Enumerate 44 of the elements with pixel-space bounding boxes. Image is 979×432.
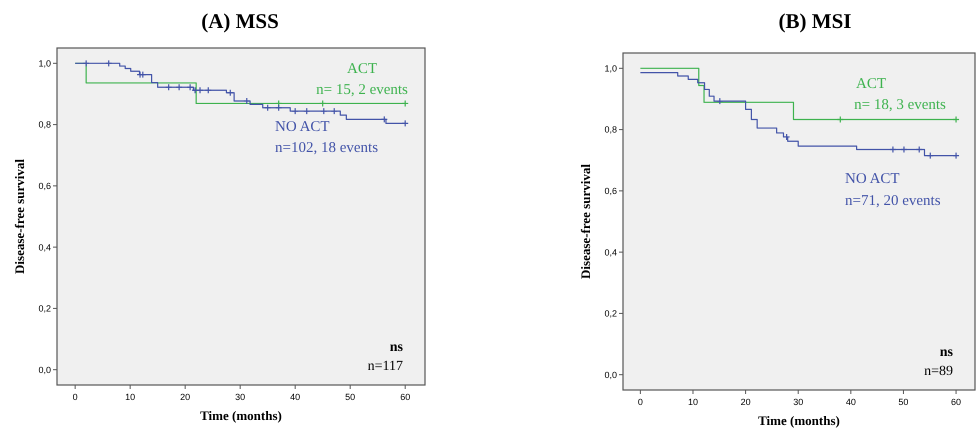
x-axis-title: Time (months): [758, 413, 840, 428]
chart-title: (A) MSS: [201, 9, 279, 33]
annotation: n= 18, 3 events: [854, 97, 946, 113]
x-tick-label: 20: [740, 397, 751, 407]
y-tick-label: 1,0: [604, 63, 617, 74]
x-tick-label: 40: [290, 392, 300, 402]
y-tick-label: 0,0: [604, 370, 617, 380]
series-label: ACT: [347, 61, 377, 77]
x-tick-label: 10: [688, 397, 698, 407]
series-label: NO ACT: [275, 119, 330, 135]
x-tick-label: 60: [951, 397, 962, 407]
x-tick-label: 30: [235, 392, 246, 402]
y-tick-label: 0,2: [604, 308, 617, 319]
annotation: n=102, 18 events: [275, 140, 378, 156]
x-tick-label: 30: [793, 397, 804, 407]
y-axis-title: Disease-free survival: [12, 158, 27, 274]
y-tick-label: 0,0: [38, 364, 51, 375]
y-tick-label: 0,6: [38, 181, 51, 192]
x-tick-label: 60: [400, 392, 410, 402]
series-label: NO ACT: [845, 171, 900, 187]
annotation: n= 15, 2 events: [316, 82, 408, 98]
x-tick-label: 50: [898, 397, 908, 407]
series-label: ACT: [856, 76, 886, 92]
x-tick-label: 50: [345, 392, 356, 402]
y-tick-label: 0,8: [604, 124, 617, 135]
x-tick-label: 40: [846, 397, 856, 407]
y-tick-label: 0,4: [604, 247, 617, 258]
x-tick-label: 0: [72, 392, 78, 402]
annotation: n=89: [924, 364, 953, 379]
y-axis-title: Disease-free survival: [578, 164, 593, 279]
x-axis-title: Time (months): [200, 408, 282, 423]
annotation: n=117: [368, 359, 403, 374]
y-tick-label: 1,0: [38, 58, 51, 68]
y-tick-label: 0,6: [604, 186, 617, 196]
chart-title: (B) MSI: [778, 9, 852, 33]
y-tick-label: 0,8: [38, 120, 51, 130]
x-tick-label: 20: [180, 392, 190, 402]
x-tick-label: 10: [125, 392, 136, 402]
x-tick-label: 0: [638, 397, 643, 407]
annotation: ns: [390, 340, 404, 355]
annotation: ns: [940, 345, 954, 360]
y-tick-label: 0,2: [38, 304, 51, 314]
y-tick-label: 0,4: [38, 242, 51, 252]
annotation: n=71, 20 events: [845, 193, 941, 209]
